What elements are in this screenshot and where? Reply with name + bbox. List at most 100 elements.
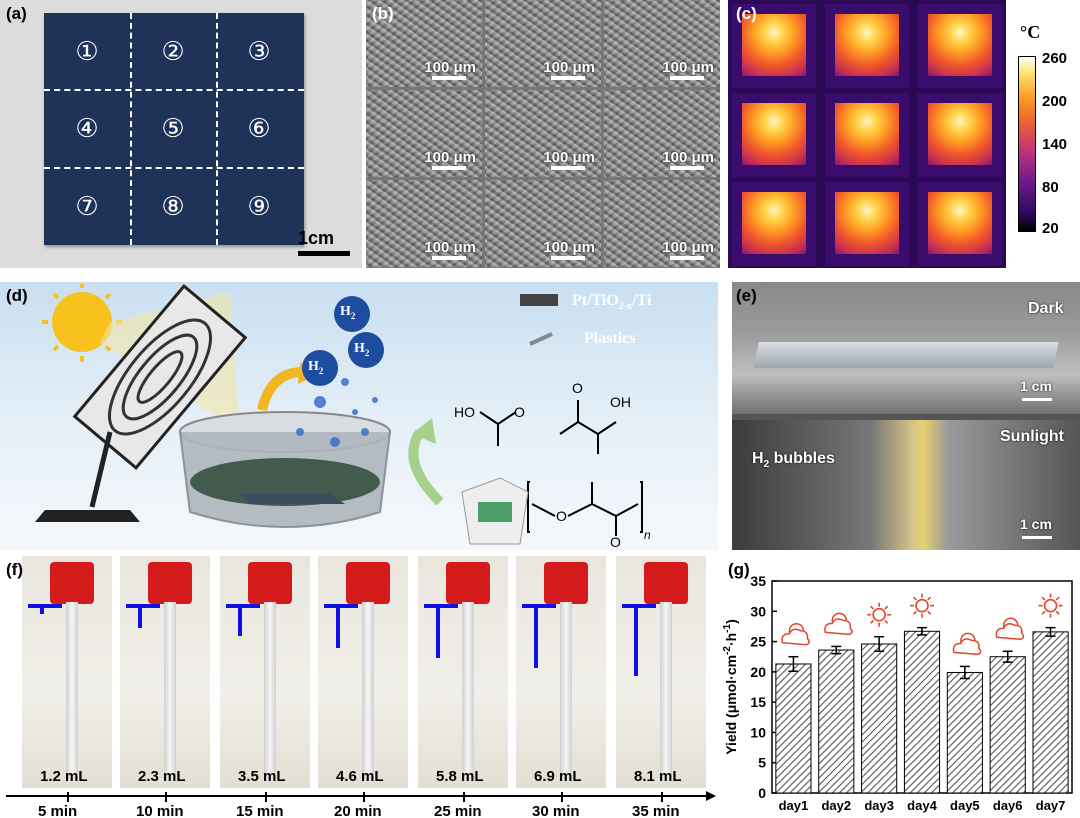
volume-label: 5.8 mL (436, 768, 484, 785)
x-tick-label: day3 (864, 798, 894, 813)
dark-label: Dark (1028, 300, 1064, 317)
hot-region (835, 192, 899, 254)
time-tick (165, 792, 167, 802)
graduated-tube (264, 602, 276, 777)
y-tick-label: 0 (758, 785, 766, 801)
sem-image: 100 μm (366, 90, 482, 177)
sem-image: 100 μm (366, 180, 482, 267)
time-tick (463, 792, 465, 802)
gas-level-arrow (238, 606, 242, 636)
graduated-tube (560, 602, 572, 777)
hot-region (835, 103, 899, 165)
time-label: 10 min (136, 803, 184, 818)
x-tick-label: day1 (779, 798, 809, 813)
colorbar-tick: 80 (1042, 179, 1059, 196)
colorbar-tick: 20 (1042, 220, 1059, 237)
sunlight-label: Sunlight (1000, 428, 1064, 445)
scale-bar (1022, 398, 1052, 401)
photocatalyst-plate (240, 494, 345, 504)
scale-bar (432, 256, 466, 260)
scale-bar (298, 251, 350, 256)
sem-image: 100 μm (485, 0, 601, 87)
gas-level-arrow (336, 606, 340, 648)
cell-label: ① (75, 36, 99, 67)
time-label: 25 min (434, 803, 482, 818)
panel-a-photo: ① ② ③ ④ ⑤ ⑥ ⑦ ⑧ ⑨ 1cm (0, 0, 362, 268)
scale-label: 1 cm (1020, 378, 1052, 394)
x-tick-label: day7 (1036, 798, 1066, 813)
graduated-tube (462, 602, 474, 777)
atom-label: HO (454, 404, 475, 420)
grid-divider (130, 13, 132, 245)
plate-reflection (753, 342, 1059, 368)
cell-label: ⑨ (247, 191, 271, 222)
arrow-up (257, 367, 301, 412)
cell-label: ③ (247, 36, 271, 67)
colorbar-tick: 260 (1042, 50, 1068, 67)
bar (903, 630, 941, 794)
grid-divider (216, 13, 218, 245)
scale-bar (551, 166, 585, 170)
y-tick-label: 25 (750, 634, 766, 650)
sun-icon (867, 602, 892, 627)
sem-image: 100 μm (485, 90, 601, 177)
tube-photo: 3.5 mL (220, 556, 310, 788)
atom-label: O (514, 404, 525, 420)
atom-label: O (556, 508, 567, 524)
thermal-image (825, 182, 909, 266)
level-marker (324, 604, 358, 608)
time-tick (363, 792, 365, 802)
thermal-image (918, 182, 1002, 266)
volume-label: 1.2 mL (40, 768, 88, 785)
scale-bar (670, 76, 704, 80)
tube-cap (544, 562, 588, 604)
tube-photo: 8.1 mL (616, 556, 706, 788)
stand-pole (89, 431, 113, 508)
panel-c-thermal-grid (728, 0, 1006, 268)
scale-label: 100 μm (543, 59, 595, 76)
legend-material-label: Pt/TiO2-x/Ti (572, 292, 652, 313)
colorbar-unit: °C (1020, 22, 1041, 42)
sem-image: 100 μm (366, 0, 482, 87)
panel-f-time-series: 1.2 mL 2.3 mL 3.5 mL 4.6 mL 5.8 mL 6.9 mL 8.1 … (0, 556, 718, 818)
panel-label-f: (f) (6, 560, 23, 579)
panel-label-c: (c) (736, 4, 757, 23)
cell-label: ⑥ (247, 113, 271, 144)
atom-label: OH (610, 394, 631, 410)
tube-photo: 6.9 mL (516, 556, 606, 788)
scale-label: 100 μm (424, 59, 476, 76)
thermal-image (918, 93, 1002, 177)
volume-label: 4.6 mL (336, 768, 384, 785)
time-label: 30 min (532, 803, 580, 818)
sample-sheet: ① ② ③ ④ ⑤ ⑥ ⑦ ⑧ ⑨ (44, 13, 304, 245)
h2-molecule (302, 296, 384, 386)
dark-photo: Dark 1 cm (732, 282, 1080, 414)
time-tick (265, 792, 267, 802)
scale-bar (432, 76, 466, 80)
gas-level-arrow (634, 606, 638, 676)
time-axis (6, 791, 716, 801)
bar (1032, 631, 1069, 794)
y-tick-label: 30 (750, 603, 766, 619)
panel-label-e: (e) (736, 286, 757, 305)
cell-label: ② (161, 36, 185, 67)
panel-label-a: (a) (6, 4, 27, 23)
h2-label: H2 (340, 304, 356, 321)
schematic-drawing (35, 280, 643, 545)
graduated-tube (660, 602, 672, 777)
thermal-image (732, 4, 816, 88)
volume-label: 6.9 mL (534, 768, 582, 785)
bubbles-label: H2 bubbles (752, 450, 835, 471)
y-tick-label: 10 (750, 724, 766, 740)
graduated-tube (164, 602, 176, 777)
hot-region (835, 14, 899, 76)
thermal-image (918, 4, 1002, 88)
gas-level-arrow (534, 606, 538, 668)
sem-image: 100 μm (604, 0, 720, 87)
tube-photo: 5.8 mL (418, 556, 508, 788)
tube-cap (50, 562, 94, 604)
gas-level-arrow (40, 606, 44, 614)
panel-label-d: (d) (6, 286, 28, 305)
level-marker (226, 604, 260, 608)
tube-cap (148, 562, 192, 604)
